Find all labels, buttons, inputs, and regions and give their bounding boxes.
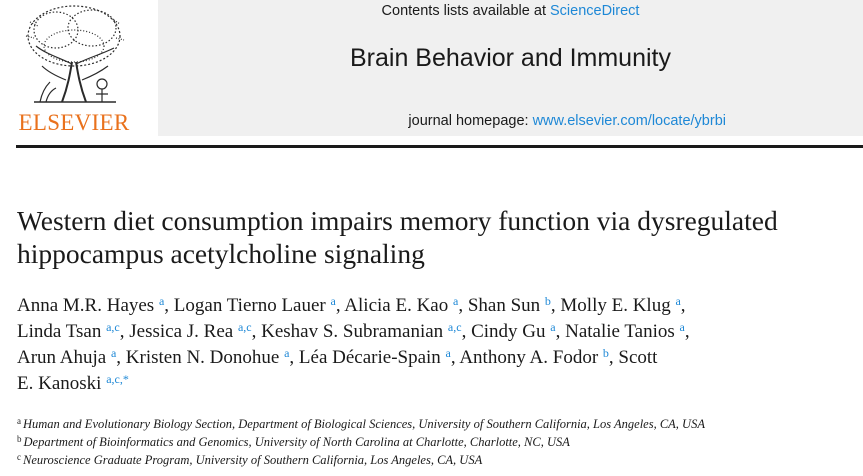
author-name[interactable]: Keshav S. Subramanian [261, 321, 444, 342]
author-affiliation-link[interactable]: a [452, 294, 459, 308]
elsevier-wordmark: ELSEVIER [18, 110, 130, 135]
author-name[interactable]: Kristen N. Donohue [125, 347, 280, 368]
author-affiliation-link[interactable]: a [445, 346, 451, 360]
author-name[interactable]: Anna M.R. Hayes [17, 295, 155, 316]
affiliation-text: Department of Bioinformatics and Genomic… [23, 435, 570, 449]
author-affiliation-link[interactable]: a [284, 346, 290, 360]
author-name[interactable]: Arun Ahuja [17, 347, 107, 368]
author-affiliation-link[interactable]: a [110, 346, 117, 360]
affiliation-b: b Department of Bioinformatics and Genomi… [17, 434, 570, 450]
author-name[interactable]: Jessica J. Rea [129, 321, 234, 342]
header-divider [16, 145, 863, 148]
author-name[interactable]: Shan Sun [467, 295, 541, 316]
author-affiliation-link[interactable]: a [675, 294, 681, 308]
author-affiliation-link[interactable]: a,c [237, 320, 252, 334]
affiliation-mark: b [17, 434, 22, 444]
contents-prefix: Contents lists available at [381, 3, 550, 19]
journal-masthead: Contents lists available at ScienceDirec… [158, 0, 863, 136]
author-name[interactable]: E. Kanoski [17, 373, 102, 394]
author-name[interactable]: Scott [618, 347, 658, 368]
author-affiliation-link[interactable]: a,c,* [106, 372, 129, 386]
author-affiliation-link[interactable]: a [330, 294, 336, 308]
affiliation-text: Neuroscience Graduate Program, Universit… [23, 453, 483, 467]
author-affiliation-link[interactable]: a [550, 320, 556, 334]
affiliation-text: Human and Evolutionary Biology Section, … [23, 417, 705, 431]
homepage-link[interactable]: www.elsevier.com/locate/ybrbi [532, 113, 726, 129]
affiliation-a: a Human and Evolutionary Biology Section,… [17, 416, 705, 432]
author-affiliation-link[interactable]: a,c [106, 320, 120, 334]
author-name[interactable]: Natalie Tanios [565, 321, 675, 342]
author-name[interactable]: Logan Tierno Lauer [173, 295, 326, 316]
elsevier-logo[interactable]: ELSEVIER [10, 2, 138, 136]
author-affiliation-link[interactable]: a,c [447, 320, 462, 334]
author-name[interactable]: Molly E. Klug [560, 295, 671, 316]
article-title: Western diet consumption impairs memory … [17, 204, 857, 270]
sciencedirect-link[interactable]: ScienceDirect [550, 3, 640, 19]
article-title-line-2: hippocampus acetylcholine signaling [17, 238, 425, 269]
homepage-line: journal homepage: www.elsevier.com/locat… [408, 113, 726, 129]
journal-title: Brain Behavior and Immunity [350, 44, 671, 72]
author-name[interactable]: Anthony A. Fodor [459, 347, 599, 368]
article-title-line-1: Western diet consumption impairs memory … [17, 205, 778, 236]
homepage-prefix: journal homepage: [408, 113, 533, 129]
author-name[interactable]: Linda Tsan [17, 321, 102, 342]
author-name[interactable]: Alicia E. Kao [344, 295, 449, 316]
contents-line: Contents lists available at ScienceDirec… [158, 3, 863, 19]
author-affiliation-link[interactable]: a [158, 294, 165, 308]
author-name[interactable]: Léa Décarie-Spain [298, 347, 441, 368]
affiliation-mark: c [17, 452, 21, 462]
affiliation-mark: a [17, 416, 21, 426]
author-name[interactable]: Cindy Gu [471, 321, 546, 342]
author-list: Anna M.R. Hayes a, Logan Tierno Lauer a,… [17, 294, 690, 394]
elsevier-tree-icon [25, 5, 125, 103]
author-affiliation-link[interactable]: b [544, 294, 551, 308]
affiliation-c: c Neuroscience Graduate Program, Universi… [17, 452, 482, 468]
author-affiliation-link[interactable]: a [679, 320, 685, 334]
author-affiliation-link[interactable]: b [602, 346, 609, 360]
